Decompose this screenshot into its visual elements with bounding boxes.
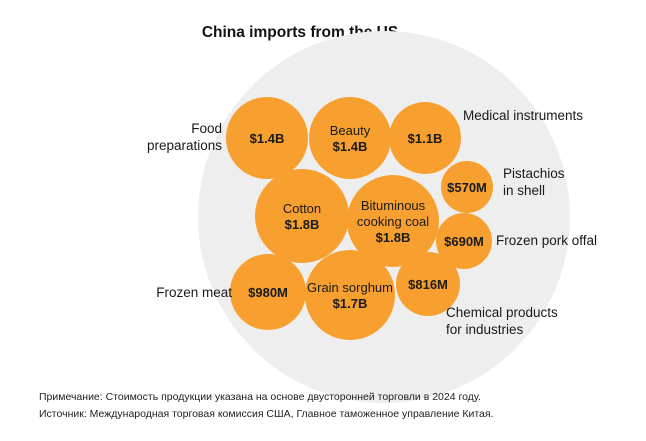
bubble-category-label: Cotton xyxy=(283,201,321,216)
label-line: Pistachios xyxy=(503,166,565,181)
bubble-category-label: Frozen pork offal xyxy=(496,233,597,248)
bubble xyxy=(347,175,439,267)
bubble-value-label: $980M xyxy=(248,285,288,300)
bubble-category-label: Frozen meat xyxy=(156,285,232,300)
bubble xyxy=(226,97,308,179)
bubble-category-label: Food preparations xyxy=(147,121,222,153)
label-line: Food xyxy=(191,121,222,136)
bubble-group: $1.4B Food preparations xyxy=(147,97,308,179)
label-line: Frozen meat xyxy=(156,285,232,300)
bubble-value-label: $690M xyxy=(444,234,484,249)
bubble-category-label: Chemical products for industries xyxy=(446,305,558,337)
bubble-group: Beauty$1.4B xyxy=(309,97,391,179)
label-line: preparations xyxy=(147,138,222,153)
bubble-group: Cotton$1.8B xyxy=(255,169,349,263)
bubble xyxy=(441,161,493,213)
footer-source: Источник: Международная торговая комисси… xyxy=(39,408,494,420)
bubble-category-label: Beauty xyxy=(330,123,371,138)
label-line: Medical instruments xyxy=(463,108,583,123)
bubble-group: Grain sorghum$1.7B xyxy=(305,250,395,340)
label-line: for industries xyxy=(446,322,524,337)
bubble-category-label: Grain sorghum xyxy=(307,280,393,295)
label-line: Frozen pork offal xyxy=(496,233,597,248)
bubble-category-label: Bituminous xyxy=(361,198,426,213)
bubble-group: $816M Chemical products for industries xyxy=(396,252,558,337)
bubble-category-label: cooking coal xyxy=(357,214,429,229)
bubble xyxy=(230,254,306,330)
bubble-category-label: Medical instruments xyxy=(463,108,583,123)
bubble-value-label: $1.8B xyxy=(376,230,411,245)
bubble-group: $980M Frozen meat xyxy=(156,254,306,330)
bubble-value-label: $1.4B xyxy=(333,139,368,154)
label-line: Chemical products xyxy=(446,305,558,320)
bubble xyxy=(309,97,391,179)
bubble-group: $1.1B Medical instruments xyxy=(389,102,583,174)
chart-footer: Примечание: Стоимость продукции указана … xyxy=(39,389,493,423)
label-line: in shell xyxy=(503,183,545,198)
bubble-group: $570M Pistachios in shell xyxy=(441,161,565,213)
bubble-value-label: $1.1B xyxy=(408,131,443,146)
bubble xyxy=(305,250,395,340)
bubble-value-label: $1.8B xyxy=(285,217,320,232)
bubble xyxy=(436,213,492,269)
bubble-value-label: $816M xyxy=(408,277,448,292)
bubble-group: $690M Frozen pork offal xyxy=(436,213,597,269)
footer-note: Примечание: Стоимость продукции указана … xyxy=(39,391,481,403)
bubble-value-label: $1.4B xyxy=(250,131,285,146)
bubble-value-label: $570M xyxy=(447,180,487,195)
bubble xyxy=(255,169,349,263)
bubble xyxy=(389,102,461,174)
bubble-value-label: $1.7B xyxy=(333,296,368,311)
bubble-category-label: Pistachios in shell xyxy=(503,166,565,198)
bubble xyxy=(396,252,460,316)
